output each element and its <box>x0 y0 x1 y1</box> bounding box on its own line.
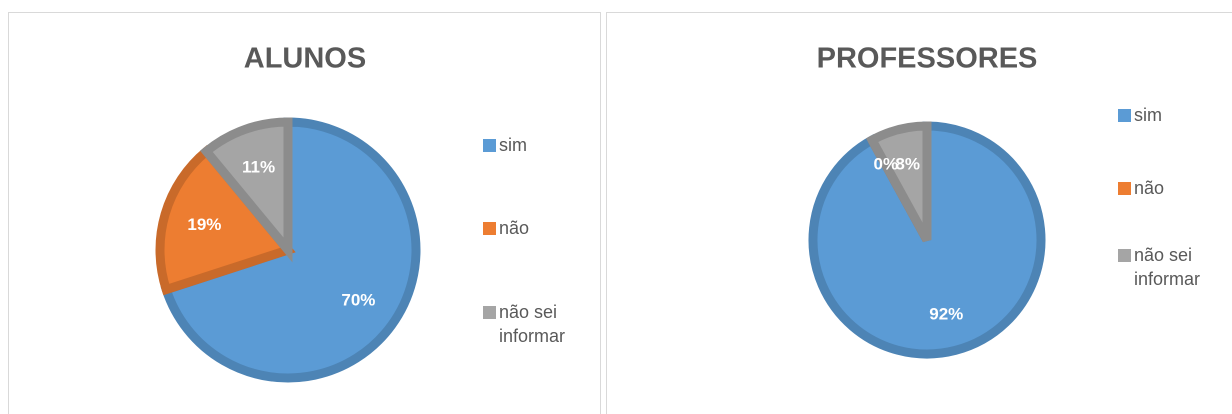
chart-frame <box>606 12 1232 414</box>
data-label: 8% <box>895 154 920 173</box>
chart-title: PROFESSORES <box>817 43 1038 75</box>
legend-label: sim <box>499 135 527 155</box>
pie-slice <box>865 121 932 243</box>
legend-item: sim <box>1118 103 1232 127</box>
chart-frame <box>8 12 601 414</box>
chart-title: ALUNOS <box>244 43 366 75</box>
legend-item: não <box>483 216 599 240</box>
legend-swatch <box>483 306 496 319</box>
pie-slice <box>155 145 296 296</box>
legend-swatch <box>483 222 496 235</box>
legend-item: sim <box>483 133 599 157</box>
legend-swatch <box>1118 249 1131 262</box>
legend-item: não sei informar <box>483 300 599 348</box>
data-label: 92% <box>929 305 963 324</box>
legend-item: não sei informar <box>1118 243 1232 291</box>
legend-label: não sei informar <box>499 302 566 346</box>
legend-label: não <box>1134 178 1165 198</box>
pie-slice <box>200 117 293 263</box>
data-label: 11% <box>242 158 275 177</box>
data-label: 0% <box>874 155 899 174</box>
legend-item: não <box>1118 176 1232 200</box>
data-label: 19% <box>187 215 221 234</box>
data-label: 70% <box>341 291 375 310</box>
legend-label: não sei informar <box>1134 245 1201 289</box>
legend-label: não <box>499 218 530 238</box>
legend-swatch <box>1118 182 1131 195</box>
legend-swatch <box>1118 109 1131 122</box>
legend-label: sim <box>1134 105 1162 125</box>
legend-swatch <box>483 139 496 152</box>
